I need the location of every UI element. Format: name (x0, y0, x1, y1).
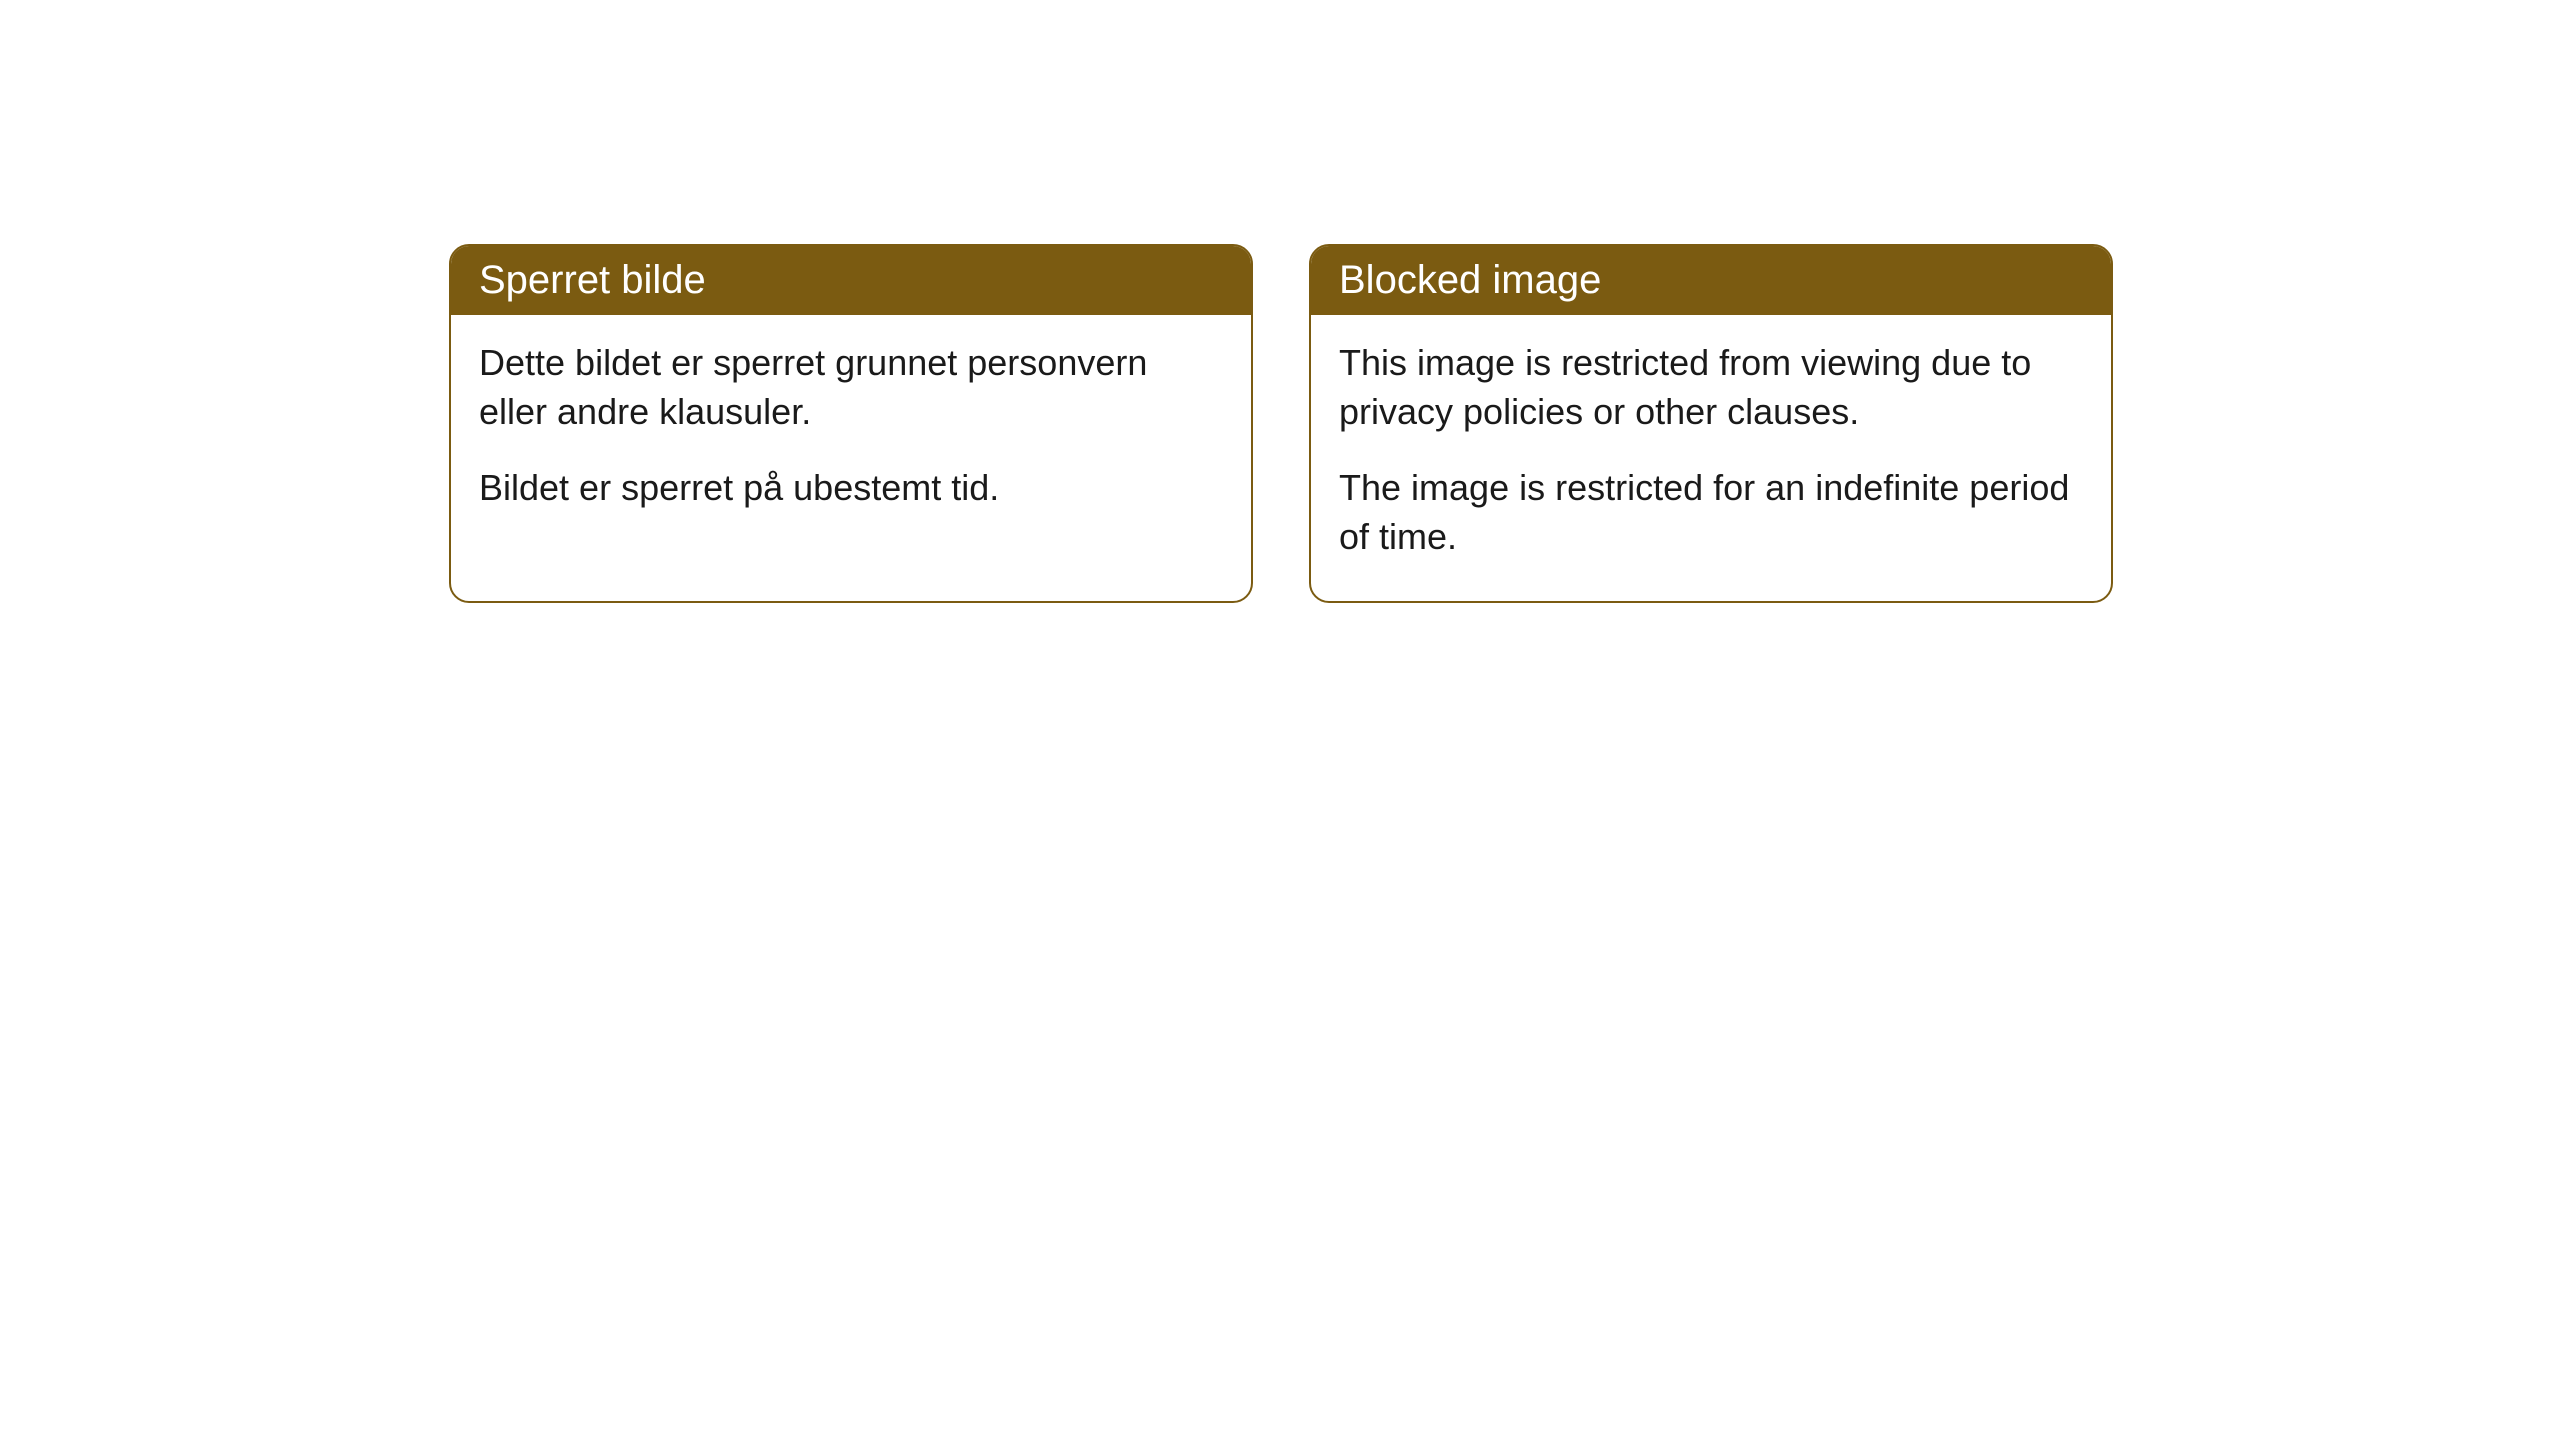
card-paragraph2-norwegian: Bildet er sperret på ubestemt tid. (479, 464, 1223, 513)
blocked-image-card-english: Blocked image This image is restricted f… (1309, 244, 2113, 603)
card-paragraph1-norwegian: Dette bildet er sperret grunnet personve… (479, 339, 1223, 436)
card-header-norwegian: Sperret bilde (451, 246, 1251, 315)
blocked-image-card-norwegian: Sperret bilde Dette bildet er sperret gr… (449, 244, 1253, 603)
card-paragraph2-english: The image is restricted for an indefinit… (1339, 464, 2083, 561)
card-title-english: Blocked image (1339, 258, 1601, 302)
card-header-english: Blocked image (1311, 246, 2111, 315)
card-body-english: This image is restricted from viewing du… (1311, 315, 2111, 601)
card-paragraph1-english: This image is restricted from viewing du… (1339, 339, 2083, 436)
card-title-norwegian: Sperret bilde (479, 258, 706, 302)
notice-cards-container: Sperret bilde Dette bildet er sperret gr… (449, 244, 2113, 603)
card-body-norwegian: Dette bildet er sperret grunnet personve… (451, 315, 1251, 553)
